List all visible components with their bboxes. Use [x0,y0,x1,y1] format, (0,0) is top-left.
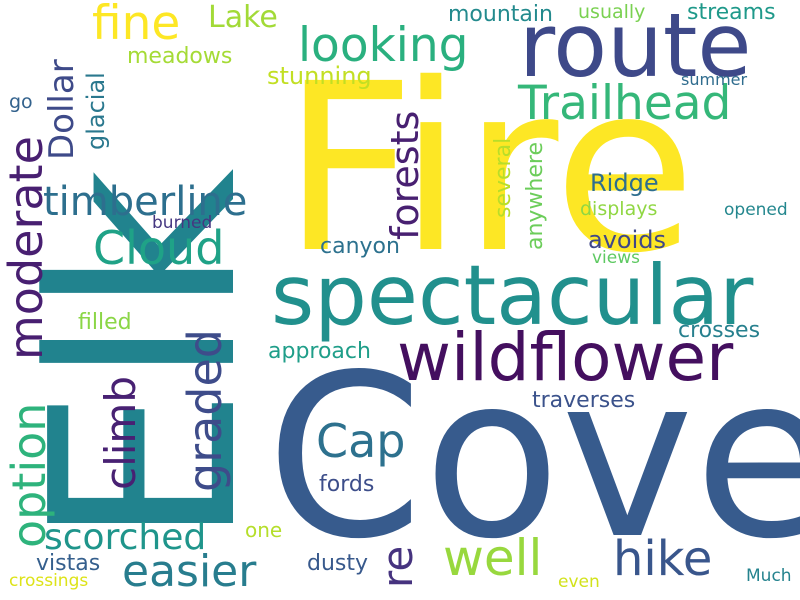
word-streams: streams [687,0,776,25]
word-several: several [491,137,516,218]
word-avoids: avoids [588,226,666,254]
word-graded: graded [178,329,232,492]
word-much: Much [746,566,792,586]
word-canyon: canyon [320,234,400,259]
word-looking: looking [298,18,469,73]
word-fords: fords [319,472,375,497]
word-vistas: vistas [36,551,101,576]
word-opened: opened [724,200,788,220]
word-views: views [592,248,641,268]
word-cove: Cove [266,327,800,589]
word-cloud: Cloud [93,221,225,275]
word-well: well [443,529,543,587]
word-spectacular: spectacular [271,247,754,344]
word-trailhead: Trailhead [518,76,732,131]
word-ridge: Ridge [590,169,659,197]
word-glacial: glacial [82,72,110,150]
word-meadows: meadows [127,44,233,69]
word-re: re [373,545,422,588]
word-climb: climb [96,375,145,490]
word-crossings: crossings [9,571,89,591]
word-burned: burned [152,213,213,233]
word-route: route [519,0,752,97]
word-fire: Fire [282,34,697,304]
word-one: one [245,518,283,542]
word-traverses: traverses [532,388,636,413]
word-hike: hike [613,531,713,587]
word-lake: Lake [208,0,278,35]
word-forests: forests [383,110,427,240]
word-displays: displays [580,198,658,220]
word-go: go [9,91,33,113]
word-usually: usually [578,1,646,23]
word-anywhere: anywhere [523,141,548,250]
word-fine: fine [92,0,181,51]
word-wildflower: wildflower [397,319,734,396]
word-even: even [558,572,600,592]
word-summer: summer [681,70,748,89]
word-crosses: crosses [678,318,761,343]
word-scorched: scorched [44,517,207,558]
word-easier: easier [122,546,257,597]
word-cap: Cap [316,414,406,468]
word-filled: filled [78,310,132,335]
word-stunning: stunning [267,62,372,90]
word-timberline: timberline [43,179,248,225]
word-dusty: dusty [307,551,369,576]
word-mountain: mountain [448,2,553,27]
word-approach: approach [268,339,371,364]
word-moderate: moderate [0,136,53,360]
